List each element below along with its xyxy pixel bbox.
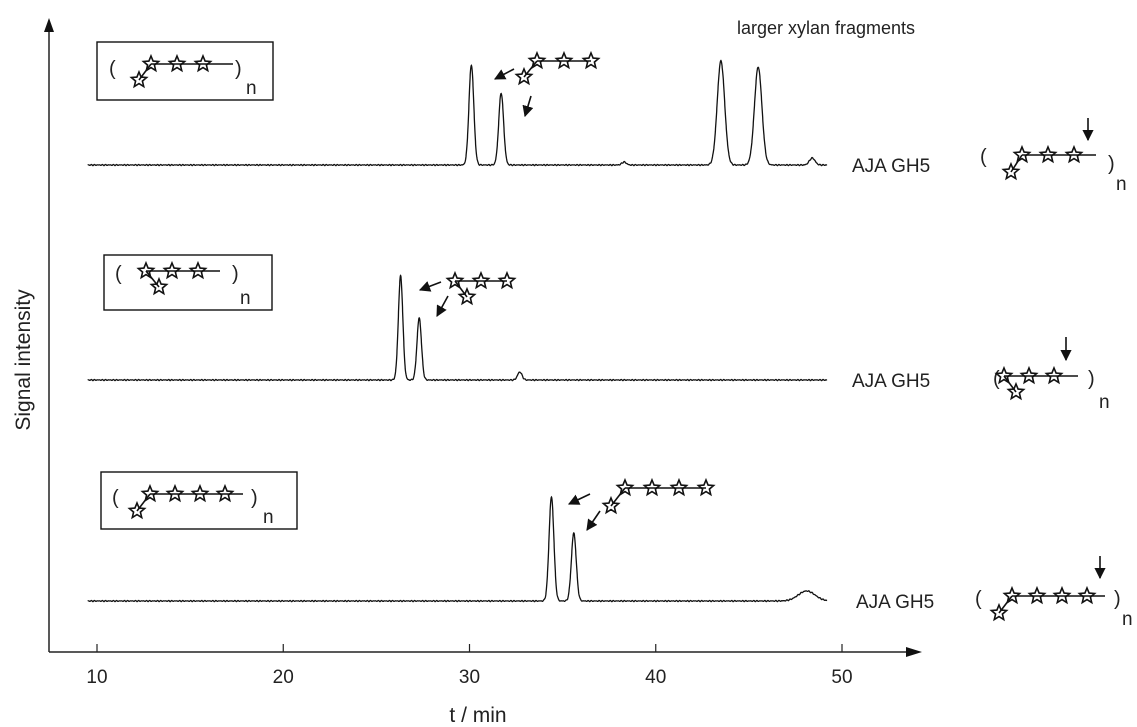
substrate-box-1 <box>96 41 274 101</box>
x-axis-label: t / min <box>449 704 506 727</box>
xylose-star-icon <box>554 50 574 70</box>
bracket-symbol: ( <box>109 58 116 80</box>
bracket-symbol: ) <box>1108 153 1115 175</box>
repeat-subscript: n <box>1122 609 1133 630</box>
xylose-star-icon <box>1002 585 1022 605</box>
xylose-star-icon <box>127 500 147 520</box>
xylose-star-icon <box>129 69 149 89</box>
oligosaccharide-glyphs: ()n()n()n()n()n()n <box>96 41 1133 630</box>
repeat-subscript: n <box>263 507 274 528</box>
chromatogram-traces: AJA GH5 AJA GH5 AJA GH5 <box>87 59 934 613</box>
xylose-star-icon <box>1019 365 1039 385</box>
x-tick-label: 40 <box>645 667 666 688</box>
xylose-star-icon <box>642 477 662 497</box>
xylose-star-icon <box>527 50 547 70</box>
x-tick-label: 10 <box>86 667 107 688</box>
cleavage-arrow-icon <box>586 510 601 531</box>
cleavage-arrow-icon <box>567 493 591 505</box>
bracket-symbol: ( <box>975 588 982 610</box>
xylose-star-icon <box>601 495 621 515</box>
xylose-star-icon <box>140 483 160 503</box>
bracket-symbol: ) <box>1088 368 1095 390</box>
xylose-star-icon <box>1044 365 1064 385</box>
substrate-box-3 <box>100 471 298 530</box>
xylose-star-icon <box>141 53 161 73</box>
xylose-star-icon <box>581 50 601 70</box>
xylose-star-icon <box>193 53 213 73</box>
xylose-star-icon <box>215 483 235 503</box>
series-label-2: AJA GH5 <box>852 371 930 392</box>
xylose-star-icon <box>1027 585 1047 605</box>
cleavage-arrow-icon <box>522 95 534 118</box>
repeat-subscript: n <box>1116 174 1127 195</box>
x-tick-label: 50 <box>831 667 852 688</box>
substrate-box-2 <box>103 254 273 311</box>
bracket-symbol: ( <box>115 263 122 285</box>
repeat-subscript: n <box>240 288 251 309</box>
x-axis-arrow-icon <box>906 647 922 657</box>
xylose-star-icon <box>190 483 210 503</box>
bracket-symbol: ) <box>235 58 242 80</box>
xylose-star-icon <box>1077 585 1097 605</box>
bracket-symbol: ) <box>1114 588 1121 610</box>
cleavage-arrow-icon <box>418 281 442 292</box>
y-axis-arrow-icon <box>44 18 54 32</box>
xylose-star-icon <box>471 270 491 290</box>
xylose-star-icon <box>669 477 689 497</box>
series-label-1: AJA GH5 <box>852 156 930 177</box>
xylose-star-icon <box>497 270 517 290</box>
xylose-star-icon <box>514 66 534 86</box>
xylose-star-icon <box>994 365 1014 385</box>
y-axis-label: Signal intensity <box>12 289 35 431</box>
xylose-star-icon <box>445 270 465 290</box>
xylose-star-icon <box>1001 161 1021 181</box>
xylose-star-icon <box>149 276 169 296</box>
xylose-star-icon <box>162 260 182 280</box>
bracket-symbol: ( <box>980 146 987 168</box>
xylose-star-icon <box>167 53 187 73</box>
cleavage-arrow-icon <box>436 295 449 317</box>
xylose-star-icon <box>188 260 208 280</box>
xylose-star-icon <box>1064 144 1084 164</box>
xylose-star-icon <box>165 483 185 503</box>
repeat-subscript: n <box>246 78 257 99</box>
xylose-star-icon <box>1038 144 1058 164</box>
bracket-symbol: ( <box>112 487 119 509</box>
bracket-symbol: ) <box>251 487 258 509</box>
xylose-star-icon <box>696 477 716 497</box>
x-axis-ticks: 10 20 30 40 50 <box>86 644 853 688</box>
xylose-star-icon <box>1006 381 1026 401</box>
xylose-star-icon <box>457 286 477 306</box>
xylose-star-icon <box>136 260 156 280</box>
repeat-subscript: n <box>1099 392 1110 413</box>
x-tick-label: 20 <box>273 667 294 688</box>
bracket-symbol: ( <box>993 368 1000 390</box>
larger-fragments-annotation: larger xylan fragments <box>737 18 915 38</box>
xylose-star-icon <box>615 477 635 497</box>
x-tick-label: 30 <box>459 667 480 688</box>
chromatogram-trace-2 <box>87 274 828 382</box>
xylose-star-icon <box>989 602 1009 622</box>
bracket-symbol: ) <box>232 263 239 285</box>
xylose-star-icon <box>1012 144 1032 164</box>
series-label-3: AJA GH5 <box>856 592 934 613</box>
chromatogram-trace-1 <box>87 59 828 167</box>
cleavage-arrow-icon <box>494 68 515 80</box>
chromatogram-trace-3 <box>87 495 828 603</box>
xylose-star-icon <box>1052 585 1072 605</box>
